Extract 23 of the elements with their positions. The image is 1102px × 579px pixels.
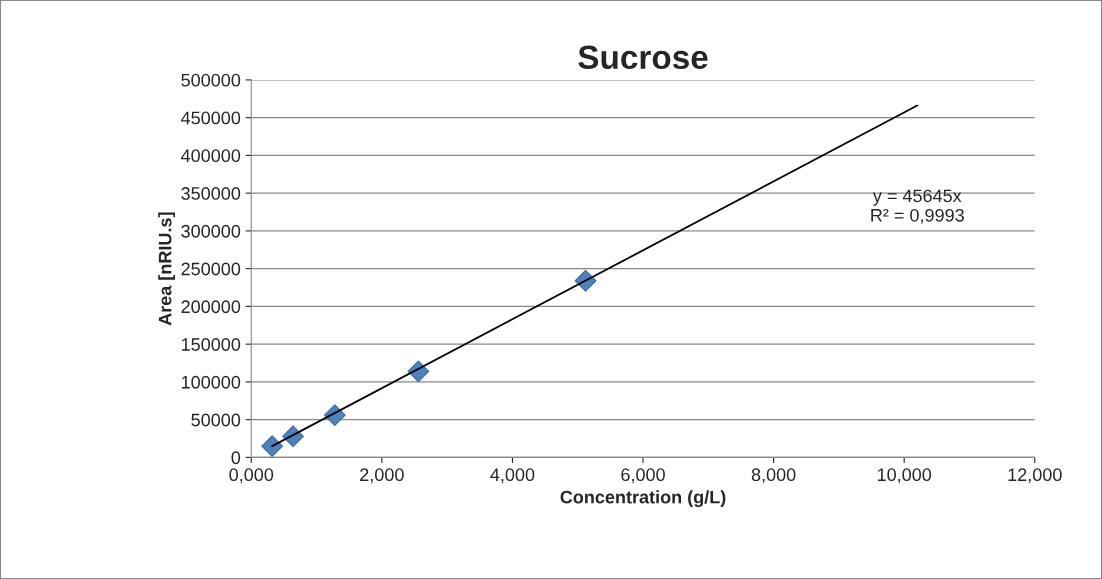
annotation: y = 45645x R² = 0,9993: [871, 189, 964, 224]
x-tick-label: 6,000: [621, 468, 665, 484]
y-tick-label: 500000: [181, 73, 241, 87]
y-tick-label: 300000: [181, 224, 241, 238]
x-tick-label: 8,000: [751, 468, 796, 484]
x-tick-label: 2,000: [360, 468, 404, 484]
x-axis-title: Concentration (g/L): [560, 490, 726, 508]
y-tick-label: 100000: [181, 375, 241, 389]
chart-title: Sucrose: [578, 45, 708, 70]
y-tick-label: 50000: [191, 413, 241, 427]
x-tick-label: 0,000: [229, 468, 274, 484]
y-tick-label: 150000: [181, 338, 241, 351]
point: [261, 435, 284, 457]
y-tick-label: 450000: [181, 111, 241, 125]
x-tick-label: 12,000: [1008, 468, 1062, 484]
y-tick-label: 0: [231, 451, 241, 465]
x-tick-label: 4,000: [490, 468, 535, 484]
y-tick-label: 200000: [181, 300, 241, 314]
y-tick-label: 250000: [181, 262, 241, 276]
y-axis-title: Area [nRIU.s]: [158, 212, 176, 326]
y-tick-label: 400000: [181, 149, 241, 163]
y-tick-label: 350000: [181, 187, 241, 200]
x-tick-label: 10,000: [877, 468, 932, 484]
